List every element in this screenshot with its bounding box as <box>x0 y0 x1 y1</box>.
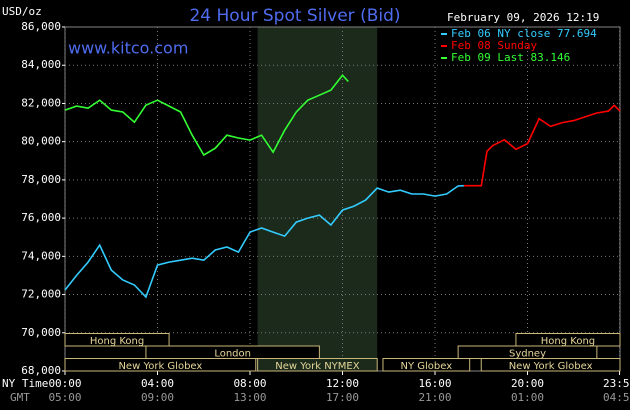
session-label: New York NYMEX <box>275 361 360 372</box>
gmt-label: 05:00 <box>48 391 81 404</box>
session-highlight <box>257 27 378 371</box>
y-tick-label: 76,000 <box>21 211 61 224</box>
timestamp: February 09, 2026 12:19 <box>447 11 599 24</box>
unit-label: USD/oz <box>2 5 42 18</box>
session-box <box>64 358 257 372</box>
row-label: NY Time <box>2 377 48 390</box>
x-tick-label: 23:59 <box>603 377 630 390</box>
session-label: New York Globex <box>509 361 593 372</box>
gmt-label: 01:00 <box>511 391 544 404</box>
session-label: London <box>214 348 251 359</box>
session-label: Hong Kong <box>90 336 144 347</box>
gmt-label: 13:00 <box>233 391 266 404</box>
x-tick-label: 20:00 <box>511 377 544 390</box>
x-tick-label: 08:00 <box>233 377 266 390</box>
y-tick-label: 70,000 <box>21 326 61 339</box>
row-label: GMT <box>10 391 30 404</box>
website: www.kitco.com <box>68 39 188 58</box>
series-line <box>463 104 621 187</box>
chart-title: 24 Hour Spot Silver (Bid) <box>189 6 400 26</box>
x-tick-label: 04:00 <box>141 377 174 390</box>
y-tick-label: 80,000 <box>21 135 61 148</box>
y-tick-label: 78,000 <box>21 173 61 186</box>
y-tick-label: 68,000 <box>21 364 61 377</box>
y-tick-label: 84,000 <box>21 58 61 71</box>
y-tick-label: 72,000 <box>21 288 61 301</box>
y-tick-label: 74,000 <box>21 249 61 262</box>
session-label: New York Globex <box>118 361 202 372</box>
session-box <box>64 333 170 347</box>
legend-label: Feb 06 NY close 77.694 <box>451 27 597 40</box>
gmt-label: 09:00 <box>141 391 174 404</box>
background-layer <box>64 26 621 372</box>
legend-label: Feb 09 Last 83.146 <box>451 51 570 64</box>
x-tick-label: 16:00 <box>418 377 451 390</box>
series-line <box>64 184 464 299</box>
session-box <box>480 358 621 372</box>
legend-label: Feb 08 Sunday <box>451 39 537 52</box>
y-tick-label: 82,000 <box>21 96 61 109</box>
session-label: Sydney <box>509 348 546 359</box>
gmt-label: 04:59 <box>603 391 630 404</box>
x-tick-label: 12:00 <box>326 377 359 390</box>
session-box <box>382 358 471 372</box>
session-box <box>257 358 378 372</box>
gmt-label: 21:00 <box>418 391 451 404</box>
gmt-label: 17:00 <box>326 391 359 404</box>
y-tick-label: 86,000 <box>21 20 61 33</box>
series-line <box>64 73 349 157</box>
session-label: Hong Kong <box>541 336 595 347</box>
x-tick-label: 00:00 <box>48 377 81 390</box>
session-label: NY Globex <box>401 361 453 372</box>
